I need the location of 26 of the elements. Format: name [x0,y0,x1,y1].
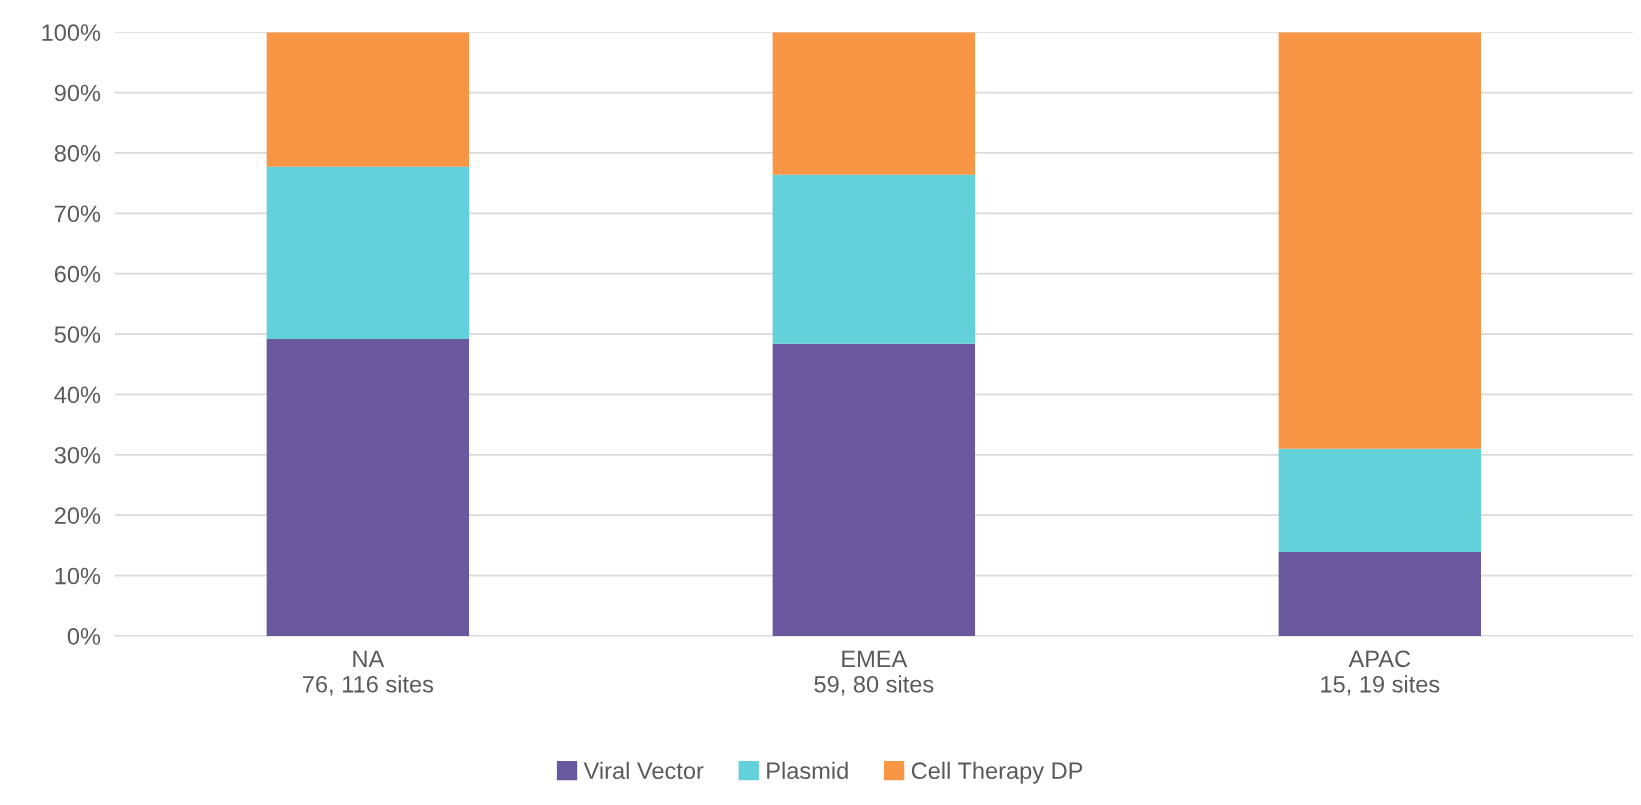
y-tick-label: 10% [55,567,101,585]
x-tick-label: NA 76, 116 sites [303,650,434,696]
y-tick-label: 40% [54,386,101,404]
bar [772,32,976,175]
bar [1278,552,1481,636]
bar [266,166,470,339]
y-tick-label: 60% [54,265,101,283]
y-tick-label: 80% [54,145,101,162]
bar [772,343,976,636]
bar [1278,448,1481,553]
y-tick-label: 50% [54,326,101,343]
bar [772,174,976,344]
y-tick-label: 30% [54,446,101,464]
x-tick-label: EMEA 59, 80 sites [814,650,934,696]
y-tick-label: 20% [54,507,101,524]
bar [1278,32,1481,449]
bar [266,338,470,636]
legend-label: Cell Therapy DP [911,761,1083,784]
bar [266,32,470,167]
legend-label: Plasmid [767,761,848,780]
y-tick-label: 90% [54,84,101,102]
legend-label: Viral Vector [583,761,704,780]
y-tick-label: 0% [67,628,101,645]
y-tick-label: 100% [42,24,101,41]
y-tick-label: 70% [54,205,101,223]
x-tick-label: APAC 15, 19 sites [1321,650,1440,696]
